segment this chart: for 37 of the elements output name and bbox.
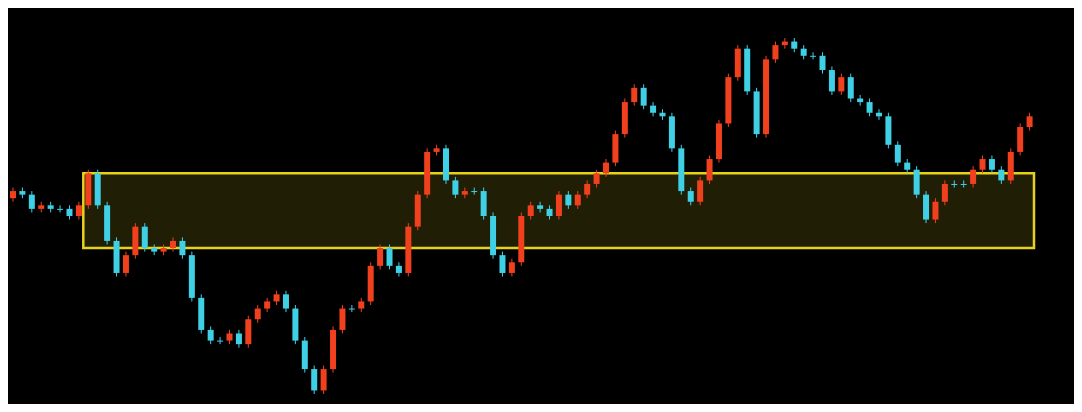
candlestick bbox=[395, 261, 402, 278]
candlestick bbox=[828, 65, 835, 96]
candlestick bbox=[970, 165, 977, 189]
candlestick bbox=[650, 101, 657, 117]
candlestick bbox=[320, 365, 327, 394]
candlestick bbox=[452, 176, 459, 199]
candlestick bbox=[894, 140, 901, 167]
candlestick bbox=[377, 243, 384, 270]
candlestick bbox=[348, 304, 355, 313]
candlestick bbox=[706, 154, 713, 185]
candlestick bbox=[217, 336, 224, 345]
candlestick bbox=[951, 179, 958, 189]
candlestick bbox=[697, 176, 704, 206]
candlestick bbox=[932, 197, 939, 224]
candlestick bbox=[282, 290, 289, 313]
candlestick bbox=[10, 187, 16, 203]
candlestick bbox=[640, 83, 647, 110]
candlestick bbox=[499, 251, 506, 278]
candlestick bbox=[537, 201, 544, 213]
candlestick bbox=[772, 41, 779, 64]
candlestick bbox=[941, 179, 948, 206]
candlestick bbox=[810, 51, 817, 60]
candlestick bbox=[339, 304, 346, 334]
candlestick bbox=[311, 365, 318, 394]
candlestick bbox=[179, 236, 186, 260]
candlestick bbox=[28, 190, 35, 213]
candlestick bbox=[819, 51, 826, 75]
candlestick bbox=[555, 190, 562, 221]
candlestick bbox=[170, 236, 177, 253]
candlestick bbox=[838, 73, 845, 96]
candlestick bbox=[57, 204, 64, 213]
candlestick bbox=[960, 179, 967, 189]
candlestick bbox=[141, 222, 148, 253]
candlestick bbox=[631, 83, 638, 107]
candlestick bbox=[847, 73, 854, 103]
candlestick bbox=[122, 251, 129, 278]
candlestick bbox=[386, 243, 393, 270]
